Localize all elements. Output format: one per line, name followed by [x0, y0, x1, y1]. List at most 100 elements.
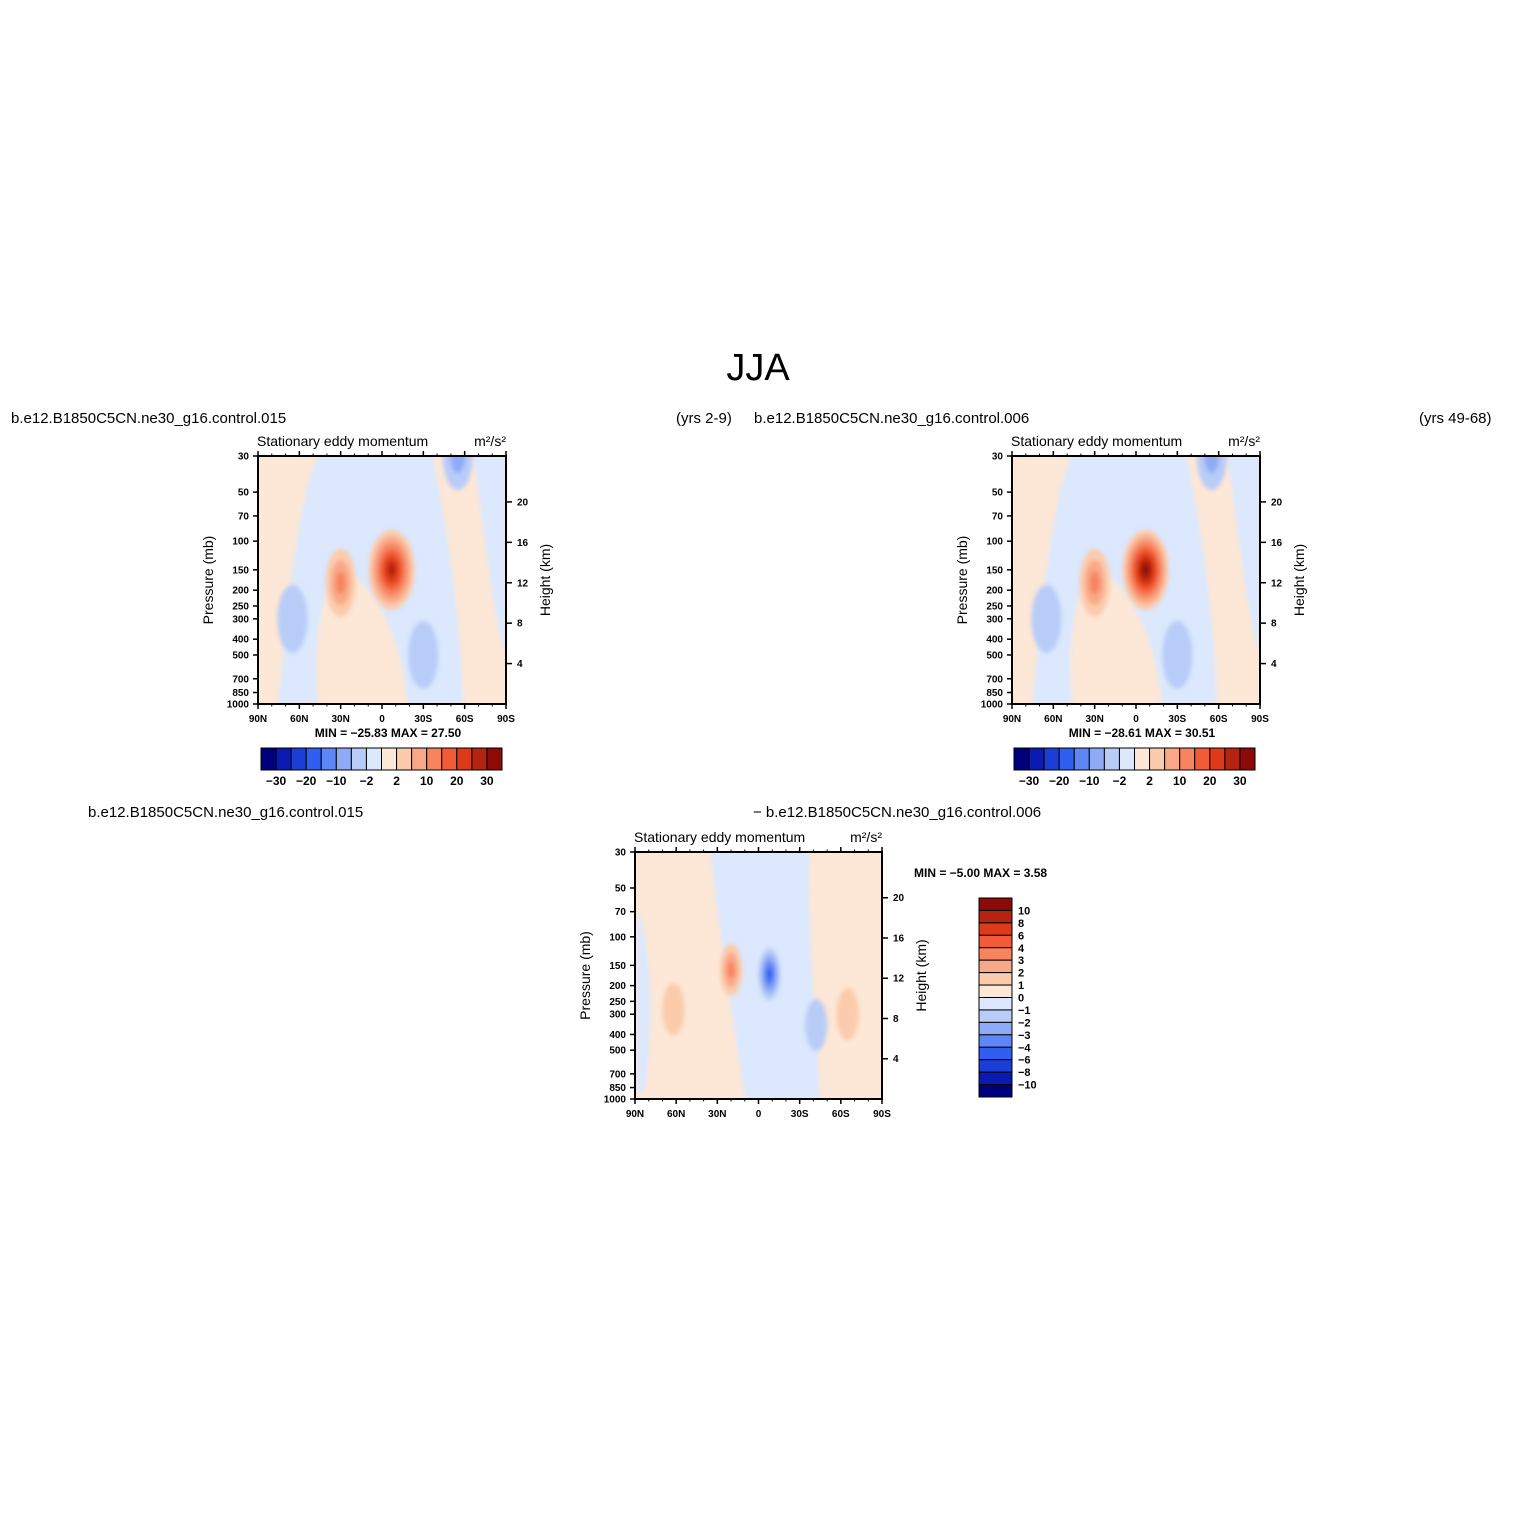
colorbar: −30 −20 −10 −2 2 10 20 30: [260, 747, 503, 788]
extremum-2-level-1: [1204, 456, 1220, 473]
height-tick-label: 4: [517, 659, 523, 670]
colorbar-label: −2: [360, 774, 374, 788]
colorbar-swatch: [275, 747, 292, 771]
panel-units: m²/s²: [474, 433, 506, 449]
colorbar-label: 2: [1018, 968, 1024, 980]
height-tick-label: 16: [517, 538, 529, 549]
field-extrema: [277, 456, 473, 689]
pressure-tick-label: 150: [609, 961, 626, 972]
colorbar-swatch: [1043, 747, 1060, 771]
colorbar-label: −20: [1049, 774, 1070, 788]
colorbar-label: −2: [1018, 1017, 1031, 1029]
contour-field: [258, 456, 506, 704]
colorbar-swatch: [978, 934, 1013, 949]
height-tick-label: 4: [893, 1054, 899, 1065]
pressure-tick-label: 30: [615, 848, 627, 859]
colorbar-label: 2: [1146, 774, 1153, 788]
case-label-top-right: b.e12.B1850C5CN.ne30_g16.control.006: [754, 410, 1029, 427]
years-label-top-right: (yrs 49-68): [1419, 410, 1492, 427]
lat-tick-label: 90N: [1003, 714, 1021, 725]
pressure-tick-label: 200: [609, 981, 626, 992]
band-negative-south: [1227, 456, 1260, 656]
colorbar-swatch: [978, 984, 1013, 998]
y-axis-label-pressure: Pressure (mb): [200, 536, 216, 625]
lat-tick-label: 60S: [1210, 714, 1228, 725]
colorbar: −30 −20 −10 −2 2 10 20 30: [1013, 747, 1256, 788]
colorbar-swatch: [1179, 747, 1196, 771]
pressure-tick-label: 30: [238, 452, 250, 463]
colorbar-swatch: [1028, 747, 1045, 771]
colorbar-label: −10: [1018, 1080, 1037, 1092]
min-max-label: MIN = −28.61 MAX = 30.51: [1069, 726, 1216, 740]
pressure-tick-label: 50: [238, 488, 250, 499]
colorbar-swatch: [978, 1071, 1013, 1086]
extremum-4-level-0: [1162, 620, 1193, 689]
colorbar-swatch: [1239, 747, 1256, 771]
colorbar-swatch: [290, 747, 307, 771]
pressure-tick-label: 300: [986, 614, 1003, 625]
colorbar-swatch: [441, 747, 458, 771]
panel-top-right: 3050701001502002503004005007008501000201…: [954, 433, 1307, 788]
colorbar-swatch: [1149, 747, 1166, 771]
case-label-diff-a: b.e12.B1850C5CN.ne30_g16.control.015: [88, 804, 363, 821]
pressure-tick-label: 850: [609, 1083, 626, 1094]
pressure-tick-label: 1000: [604, 1095, 627, 1106]
height-tick-label: 20: [893, 893, 905, 904]
height-tick-label: 12: [1271, 578, 1283, 589]
colorbar-swatch: [1073, 747, 1090, 771]
colorbar-label: −3: [1018, 1030, 1031, 1042]
pressure-tick-label: 500: [232, 650, 249, 661]
pressure-tick-label: 200: [986, 586, 1003, 597]
colorbar-swatch: [978, 909, 1013, 924]
y-axis-label-pressure: Pressure (mb): [954, 536, 970, 625]
colorbar-swatch: [426, 747, 443, 771]
colorbar-label: 4: [1018, 943, 1025, 955]
extremum-2-level-1: [450, 456, 466, 473]
colorbar-label: 30: [1233, 774, 1247, 788]
lat-tick-label: 0: [756, 1109, 762, 1120]
colorbar-label: 1: [1018, 980, 1024, 992]
extremum-4-level-0: [408, 620, 439, 689]
case-label-diff-b: − b.e12.B1850C5CN.ne30_g16.control.006: [753, 804, 1041, 821]
colorbar-label: 20: [450, 774, 464, 788]
extremum-1-level-3: [766, 967, 773, 981]
lat-tick-label: 30N: [1085, 714, 1103, 725]
lat-tick-label: 90N: [249, 714, 267, 725]
y-axis-label-height: Height (km): [913, 939, 929, 1011]
pressure-tick-label: 400: [609, 1030, 626, 1041]
height-tick-label: 16: [1271, 538, 1283, 549]
colorbar-label: −1: [1018, 1005, 1031, 1017]
pressure-tick-label: 400: [232, 635, 249, 646]
colorbar-swatch: [978, 1046, 1013, 1061]
extremum-4-level-0: [836, 988, 859, 1041]
colorbar-label: −30: [1019, 774, 1040, 788]
pressure-tick-label: 700: [232, 674, 249, 685]
colorbar-label: −2: [1113, 774, 1127, 788]
lat-tick-label: 30S: [791, 1109, 809, 1120]
colorbar-label: −20: [296, 774, 317, 788]
pressure-tick-label: 150: [232, 565, 249, 576]
colorbar-swatch: [978, 1009, 1013, 1023]
colorbar-swatch: [1118, 747, 1135, 771]
lat-tick-label: 30S: [1168, 714, 1186, 725]
case-label-top-left: b.e12.B1850C5CN.ne30_g16.control.015: [11, 410, 286, 427]
colorbar-label: 8: [1018, 918, 1024, 930]
pressure-tick-label: 250: [986, 601, 1003, 612]
colorbar-swatch: [471, 747, 488, 771]
colorbar-label: 30: [480, 774, 494, 788]
colorbar-label: −10: [1079, 774, 1100, 788]
lat-tick-label: 60N: [290, 714, 308, 725]
extremum-1-level-2: [1089, 571, 1100, 595]
pressure-tick-label: 100: [232, 537, 249, 548]
extremum-0-level-6: [1142, 564, 1149, 576]
panel-difference: 3050701001502002503004005007008501000201…: [577, 829, 1047, 1120]
pressure-tick-label: 50: [615, 883, 627, 894]
colorbar-swatch: [260, 747, 277, 771]
pressure-tick-label: 850: [986, 688, 1003, 699]
colorbar-label: −10: [326, 774, 347, 788]
colorbar-swatch: [396, 747, 413, 771]
colorbar-swatch: [978, 922, 1013, 936]
pressure-tick-label: 700: [986, 674, 1003, 685]
colorbar-swatch: [1164, 747, 1181, 771]
height-tick-label: 8: [893, 1014, 899, 1025]
